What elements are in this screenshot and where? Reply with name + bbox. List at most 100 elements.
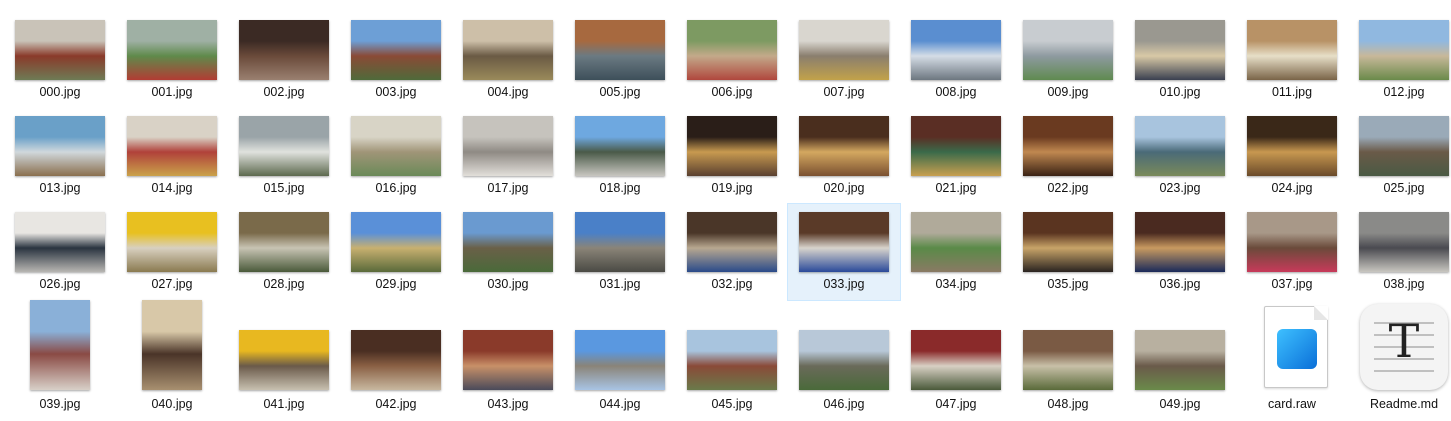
file-item[interactable]: 039.jpg: [4, 300, 116, 418]
photo-thumbnail: [799, 330, 889, 390]
file-name-label: 021.jpg: [935, 181, 977, 195]
photo-thumbnail: [911, 116, 1001, 176]
file-item[interactable]: T Readme.md: [1348, 300, 1451, 418]
file-name-label: 049.jpg: [1159, 397, 1201, 411]
file-item[interactable]: 027.jpg: [116, 204, 228, 300]
file-item[interactable]: 025.jpg: [1348, 108, 1451, 204]
file-item[interactable]: 015.jpg: [228, 108, 340, 204]
photo-thumbnail: [799, 20, 889, 80]
file-name-label: 048.jpg: [1047, 397, 1089, 411]
file-item[interactable]: 016.jpg: [340, 108, 452, 204]
file-item[interactable]: 033.jpg: [787, 203, 901, 301]
photo-thumbnail: [1135, 20, 1225, 80]
file-item[interactable]: 000.jpg: [4, 12, 116, 108]
file-name-label: 020.jpg: [823, 181, 865, 195]
photo-thumbnail: [463, 330, 553, 390]
file-item[interactable]: 034.jpg: [900, 204, 1012, 300]
photo-thumbnail: [463, 20, 553, 80]
photo-thumbnail: [1135, 330, 1225, 390]
photo-thumbnail: [1359, 20, 1449, 80]
file-item[interactable]: 037.jpg: [1236, 204, 1348, 300]
photo-thumbnail: [30, 300, 90, 390]
photo-thumbnail: [127, 116, 217, 176]
file-name-label: 016.jpg: [375, 181, 417, 195]
file-item[interactable]: 006.jpg: [676, 12, 788, 108]
file-name-label: 001.jpg: [151, 85, 193, 99]
photo-thumbnail: [911, 212, 1001, 272]
file-name-label: 044.jpg: [599, 397, 641, 411]
file-item[interactable]: 001.jpg: [116, 12, 228, 108]
file-item[interactable]: 009.jpg: [1012, 12, 1124, 108]
file-item[interactable]: 046.jpg: [788, 300, 900, 418]
file-item[interactable]: 003.jpg: [340, 12, 452, 108]
photo-thumbnail: [15, 116, 105, 176]
file-item[interactable]: 007.jpg: [788, 12, 900, 108]
photo-thumbnail: [687, 20, 777, 80]
photo-thumbnail: [1135, 116, 1225, 176]
file-item[interactable]: 035.jpg: [1012, 204, 1124, 300]
file-name-label: 007.jpg: [823, 85, 865, 99]
file-item[interactable]: 049.jpg: [1124, 300, 1236, 418]
photo-thumbnail: [1023, 212, 1113, 272]
file-item[interactable]: 031.jpg: [564, 204, 676, 300]
photo-thumbnail: [239, 20, 329, 80]
file-item[interactable]: 044.jpg: [564, 300, 676, 418]
file-item[interactable]: 005.jpg: [564, 12, 676, 108]
file-name-label: Readme.md: [1369, 397, 1439, 411]
file-item[interactable]: 043.jpg: [452, 300, 564, 418]
file-item[interactable]: 014.jpg: [116, 108, 228, 204]
file-item[interactable]: 038.jpg: [1348, 204, 1451, 300]
file-item[interactable]: 012.jpg: [1348, 12, 1451, 108]
file-item[interactable]: 022.jpg: [1012, 108, 1124, 204]
photo-thumbnail: [351, 116, 441, 176]
photo-thumbnail: [127, 212, 217, 272]
file-item[interactable]: 047.jpg: [900, 300, 1012, 418]
file-item[interactable]: 041.jpg: [228, 300, 340, 418]
file-name-label: 036.jpg: [1159, 277, 1201, 291]
file-item[interactable]: 045.jpg: [676, 300, 788, 418]
photo-thumbnail: [1359, 212, 1449, 272]
file-item[interactable]: 023.jpg: [1124, 108, 1236, 204]
photo-thumbnail: [1023, 116, 1113, 176]
file-item[interactable]: 017.jpg: [452, 108, 564, 204]
file-item[interactable]: 021.jpg: [900, 108, 1012, 204]
file-name-label: 027.jpg: [151, 277, 193, 291]
photo-thumbnail: [575, 330, 665, 390]
file-item[interactable]: 026.jpg: [4, 204, 116, 300]
file-name-label: 012.jpg: [1383, 85, 1425, 99]
file-item[interactable]: 002.jpg: [228, 12, 340, 108]
file-name-label: 038.jpg: [1383, 277, 1425, 291]
file-name-label: 000.jpg: [39, 85, 81, 99]
file-item[interactable]: 013.jpg: [4, 108, 116, 204]
file-item[interactable]: 010.jpg: [1124, 12, 1236, 108]
file-name-label: 039.jpg: [39, 397, 81, 411]
file-item[interactable]: 032.jpg: [676, 204, 788, 300]
file-name-label: 002.jpg: [263, 85, 305, 99]
photo-thumbnail: [1023, 330, 1113, 390]
file-name-label: 024.jpg: [1271, 181, 1313, 195]
photo-thumbnail: [351, 330, 441, 390]
photo-thumbnail: [799, 116, 889, 176]
file-item[interactable]: 042.jpg: [340, 300, 452, 418]
file-name-label: 011.jpg: [1271, 85, 1313, 99]
file-name-label: 023.jpg: [1159, 181, 1201, 195]
file-name-label: 005.jpg: [599, 85, 641, 99]
file-item[interactable]: 024.jpg: [1236, 108, 1348, 204]
file-item[interactable]: 019.jpg: [676, 108, 788, 204]
file-item[interactable]: 028.jpg: [228, 204, 340, 300]
file-item[interactable]: 011.jpg: [1236, 12, 1348, 108]
file-item[interactable]: 018.jpg: [564, 108, 676, 204]
photo-thumbnail: [687, 212, 777, 272]
file-item[interactable]: 036.jpg: [1124, 204, 1236, 300]
file-name-label: 026.jpg: [39, 277, 81, 291]
file-item[interactable]: 040.jpg: [116, 300, 228, 418]
photo-thumbnail: [15, 20, 105, 80]
file-item[interactable]: card.raw: [1236, 300, 1348, 418]
file-name-label: 006.jpg: [711, 85, 753, 99]
file-item[interactable]: 029.jpg: [340, 204, 452, 300]
file-item[interactable]: 048.jpg: [1012, 300, 1124, 418]
file-item[interactable]: 004.jpg: [452, 12, 564, 108]
file-item[interactable]: 030.jpg: [452, 204, 564, 300]
file-item[interactable]: 020.jpg: [788, 108, 900, 204]
file-item[interactable]: 008.jpg: [900, 12, 1012, 108]
